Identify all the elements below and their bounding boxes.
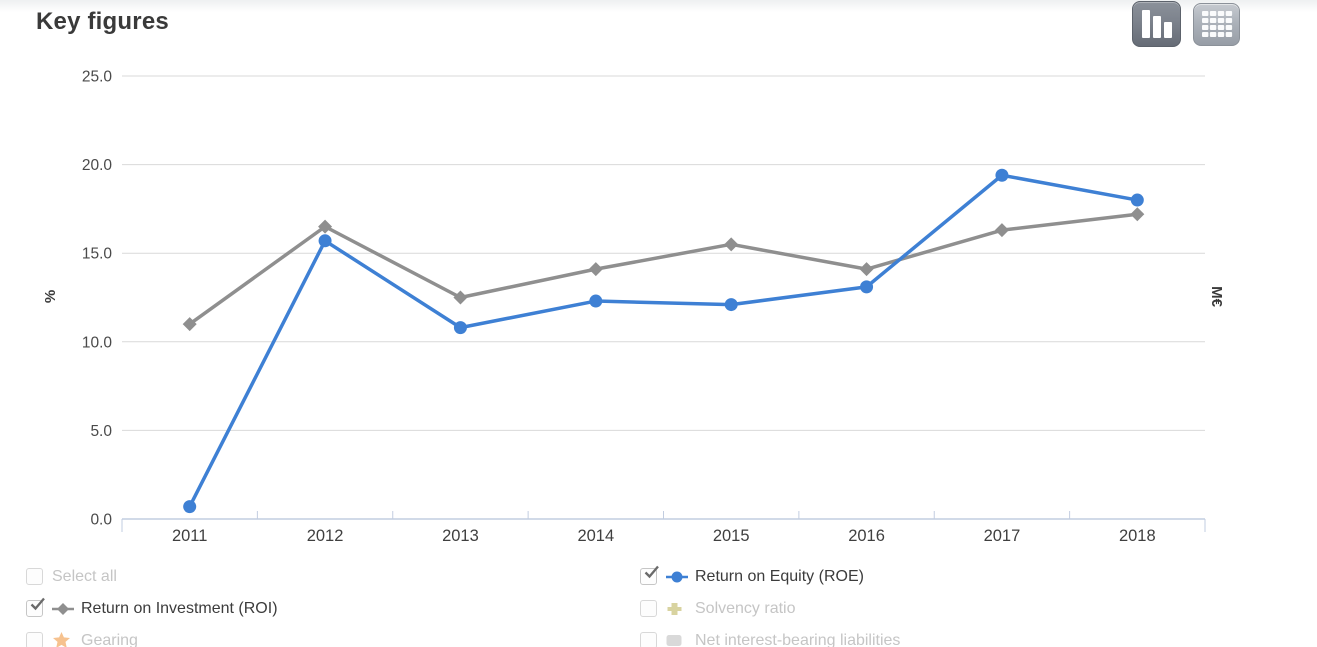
legend-item-gearing[interactable]: Gearing: [26, 627, 278, 647]
solvency-ratio-checkbox[interactable]: [640, 600, 657, 617]
bar-chart-icon: [1142, 10, 1172, 38]
series-return-on-investment-roi: [182, 207, 1145, 332]
data-point-diamond: [724, 237, 739, 252]
data-point-circle: [589, 294, 603, 308]
net-interest-bearing-liabilities-checkbox[interactable]: [640, 632, 657, 647]
x-tick-label: 2018: [1119, 527, 1156, 545]
y-tick-label: 20.0: [82, 157, 113, 174]
series-toggle-list-left: Select all Return on Investment (ROI) Gear…: [26, 563, 278, 647]
x-tick-label: 2016: [848, 527, 885, 545]
series-line: [188, 212, 1138, 326]
legend-label: Solvency ratio: [695, 599, 796, 617]
y-tick-label: 5.0: [90, 423, 112, 440]
x-tick-label: 2011: [172, 527, 207, 545]
data-point-diamond: [859, 262, 874, 277]
square-icon: [666, 634, 688, 647]
legend-item-return-on-investment-roi[interactable]: Return on Investment (ROI): [26, 595, 278, 622]
data-point-circle: [995, 168, 1009, 182]
legend-item-return-on-equity-roe[interactable]: Return on Equity (ROE): [640, 563, 900, 590]
data-point-circle: [724, 298, 738, 312]
series-toggle-list-right: Return on Equity (ROE) Solvency ratio Net …: [640, 563, 900, 647]
chart-view-button[interactable]: [1132, 1, 1181, 47]
series-line: [188, 173, 1138, 508]
table-icon: [1202, 11, 1233, 37]
table-view-button[interactable]: [1193, 3, 1240, 46]
legend-item-net-interest-bearing-liabilities[interactable]: Net interest-bearing liabilities: [640, 627, 900, 647]
star-icon: [52, 632, 74, 647]
legend-label: Net interest-bearing liabilities: [695, 631, 901, 647]
return-on-equity-roe-checkbox[interactable]: [640, 565, 659, 585]
gearing-checkbox[interactable]: [26, 632, 43, 647]
legend-label: Select all: [52, 567, 117, 585]
x-tick-label: 2012: [307, 527, 344, 545]
cross-icon: [666, 601, 688, 617]
data-point-circle: [1130, 193, 1144, 207]
legend-label: Gearing: [81, 631, 138, 647]
data-point-circle: [860, 280, 874, 294]
x-tick-label: 2015: [713, 527, 750, 545]
x-tick-label: 2014: [577, 527, 614, 545]
x-tick-label: 2013: [442, 527, 479, 545]
data-point-diamond: [453, 290, 468, 305]
page-title: Key figures: [36, 8, 169, 35]
legend-label: Return on Investment (ROI): [81, 599, 278, 617]
legend-item-solvency-ratio[interactable]: Solvency ratio: [640, 595, 900, 622]
data-point-circle: [453, 321, 467, 335]
series-return-on-equity-roe: [183, 168, 1144, 514]
data-point-circle: [183, 500, 197, 514]
top-gradient-band: [0, 0, 1317, 12]
left-axis-label: %: [42, 289, 60, 304]
diamond-line-icon: [52, 601, 74, 617]
data-point-circle: [318, 234, 332, 248]
y-tick-label: 25.0: [82, 69, 113, 86]
y-tick-label: 15.0: [82, 246, 113, 263]
right-axis-label: M€: [1207, 286, 1225, 307]
data-point-diamond: [994, 223, 1009, 238]
data-point-diamond: [318, 219, 333, 234]
legend-item-select-all[interactable]: Select all: [26, 563, 278, 590]
circle-line-icon: [666, 569, 688, 585]
data-point-diamond: [1130, 207, 1145, 222]
legend-label: Return on Equity (ROE): [695, 567, 864, 585]
select-all-checkbox[interactable]: [26, 568, 43, 585]
x-tick-label: 2017: [984, 527, 1021, 545]
data-point-diamond: [588, 262, 603, 277]
y-tick-label: 10.0: [82, 334, 113, 351]
return-on-investment-roi-checkbox[interactable]: [26, 597, 45, 617]
line-chart: 0.0 5.0 10.0 15.0 20.0 25.0 2011 2012 2013 2014 20…: [82, 69, 1206, 545]
y-tick-label: 0.0: [90, 512, 112, 529]
data-point-diamond: [182, 317, 197, 332]
